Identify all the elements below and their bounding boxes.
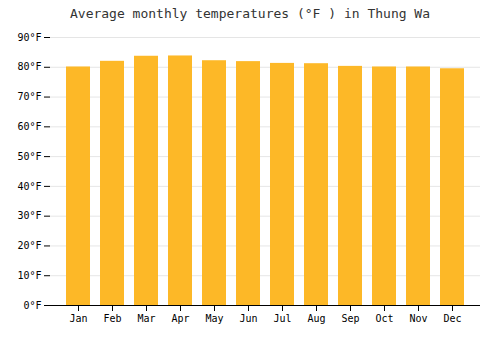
- svg-text:40°F: 40°F: [17, 181, 41, 192]
- svg-text:Oct: Oct: [375, 313, 393, 324]
- svg-text:Mar: Mar: [137, 313, 155, 324]
- svg-text:May: May: [205, 313, 223, 324]
- svg-text:Dec: Dec: [443, 313, 461, 324]
- svg-text:Apr: Apr: [171, 313, 189, 324]
- svg-text:Feb: Feb: [103, 313, 121, 324]
- svg-text:Jan: Jan: [69, 313, 87, 324]
- svg-text:10°F: 10°F: [17, 270, 41, 281]
- html-text:Average monthly temperatures (: Average monthly temperatures (°F ) in Th…: [70, 6, 430, 21]
- svg-text:Jun: Jun: [239, 313, 257, 324]
- svg-text:30°F: 30°F: [17, 210, 41, 221]
- svg-text:90°F: 90°F: [17, 32, 41, 43]
- svg-text:70°F: 70°F: [17, 91, 41, 102]
- svg-text:60°F: 60°F: [17, 121, 41, 132]
- svg-text:Aug: Aug: [307, 313, 325, 324]
- svg-text:Sep: Sep: [341, 313, 359, 324]
- svg-text:50°F: 50°F: [17, 151, 41, 162]
- svg-text:0°F: 0°F: [23, 300, 41, 311]
- svg-text:Jul: Jul: [273, 313, 291, 324]
- svg-text:Nov: Nov: [409, 313, 427, 324]
- svg-text:80°F: 80°F: [17, 61, 41, 72]
- svg-text:20°F: 20°F: [17, 240, 41, 251]
